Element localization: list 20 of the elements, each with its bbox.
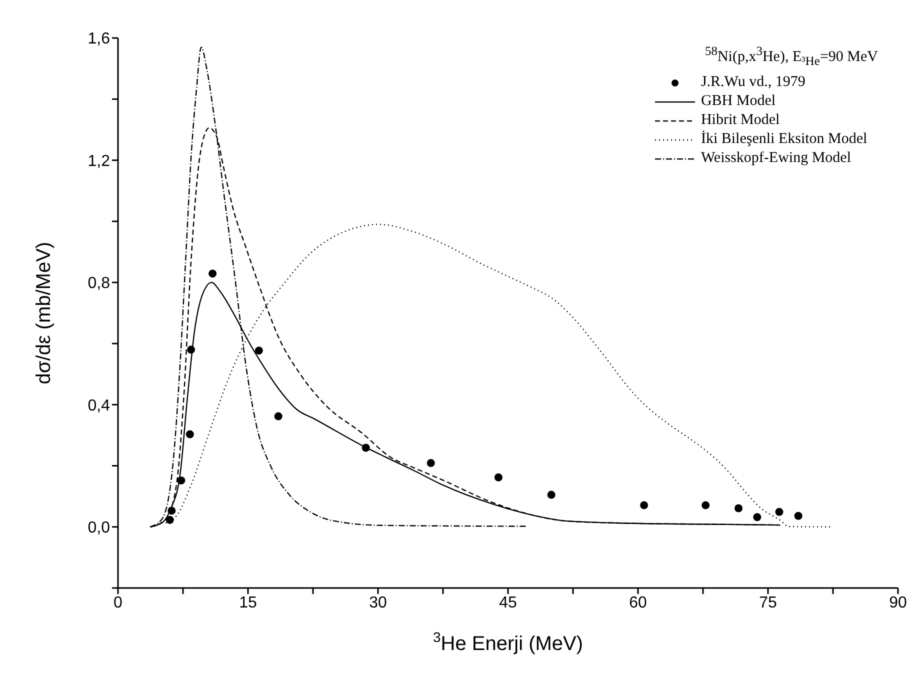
y-tick-label: 1,6: [88, 30, 110, 48]
y-axis-title: dσ/dε (mb/MeV): [33, 242, 56, 384]
y-tick-label: 0,4: [88, 397, 110, 414]
x-tick-label: 45: [499, 594, 517, 612]
y-tick-label: 1,2: [88, 152, 110, 170]
y-tick-label: 0,0: [88, 520, 110, 537]
x-tick-label: 15: [239, 594, 257, 612]
x-tick-label: 90: [889, 594, 907, 612]
legend-label: Hibrit Model: [700, 111, 780, 130]
x-axis-title: $^{3}$He Enerji (MeV): [432, 629, 584, 655]
legend-label: GBH Model: [700, 92, 776, 111]
y-tick-label: 0,8: [88, 275, 110, 292]
legend-label: J.R.Wu vd., 1979: [700, 73, 806, 92]
x-tick-label: 60: [629, 594, 647, 612]
x-tick-label: 0: [114, 594, 123, 612]
x-tick-label: 30: [369, 594, 387, 612]
legend-label: Weisskopf-Ewing Model: [700, 149, 851, 168]
legend-label: İki Bileşenli Eksiton Model: [700, 130, 868, 149]
legend-title: $^{58}$Ni(p,x$^{3}$He), E$_{³He}$=90 MeV: [704, 44, 878, 69]
x-tick-label: 75: [759, 594, 777, 612]
